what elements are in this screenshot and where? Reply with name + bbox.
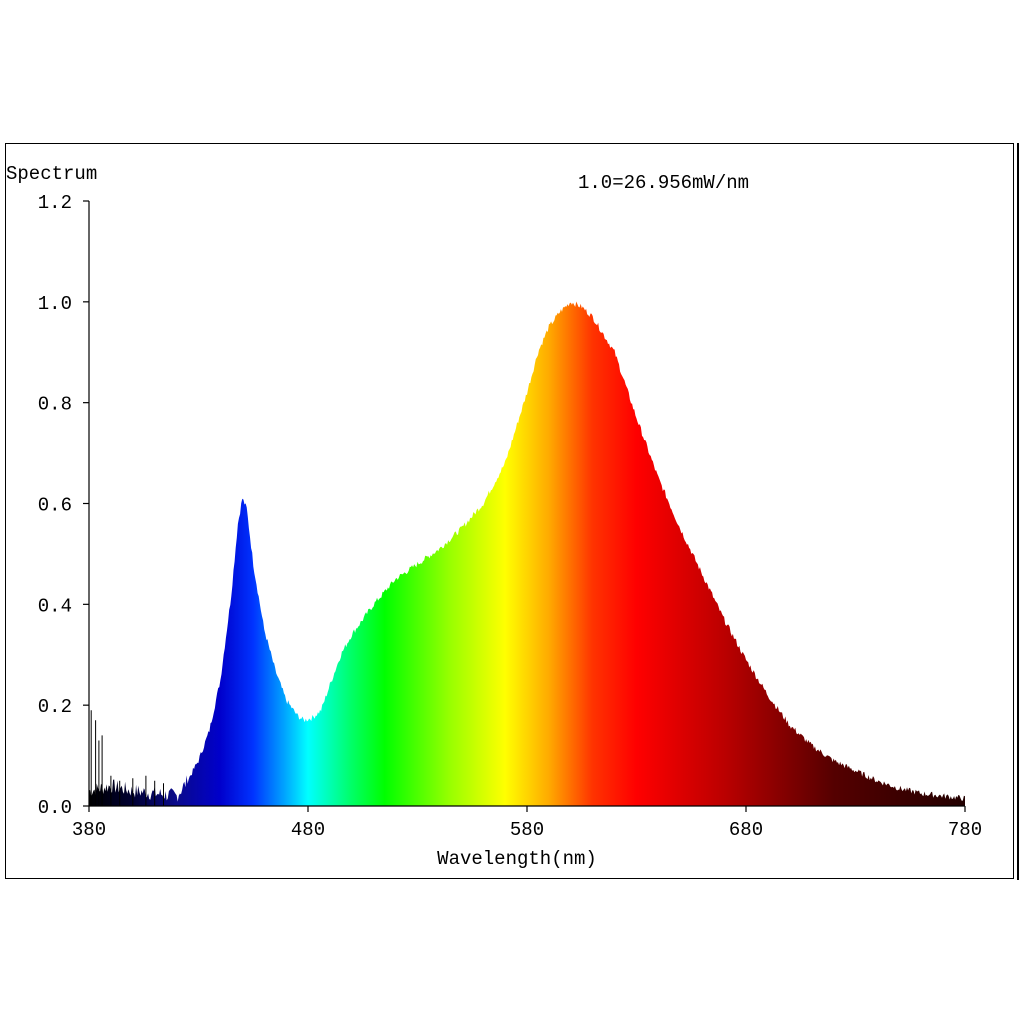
spectrum-area-layer — [89, 301, 965, 806]
y-tick-label: 1.0 — [38, 293, 72, 315]
y-tick-label: 0.4 — [38, 595, 72, 617]
y-tick-label: 0.2 — [38, 696, 72, 718]
x-tick-label: 480 — [291, 819, 325, 841]
y-tick-label: 1.2 — [38, 192, 72, 214]
tick-labels: 0.0 0.2 0.4 0.6 0.8 1.0 1.2 380 480 580 680 780 — [38, 192, 982, 841]
noise-spikes — [90, 710, 164, 806]
x-tick-label: 680 — [729, 819, 763, 841]
spectrum-area — [89, 301, 965, 806]
y-tick-label: 0.0 — [38, 797, 72, 819]
y-tick-label: 0.8 — [38, 394, 72, 416]
right-edge-line — [1017, 143, 1019, 880]
y-tick-label: 0.6 — [38, 495, 72, 517]
x-tick-label: 380 — [72, 819, 106, 841]
scale-annotation: 1.0=26.956mW/nm — [578, 172, 749, 194]
axes — [83, 200, 966, 812]
x-tick-label: 780 — [948, 819, 982, 841]
chart-title: Spectrum — [6, 163, 97, 185]
x-tick-label: 580 — [510, 819, 544, 841]
x-axis-label: Wavelength(nm) — [437, 848, 597, 870]
